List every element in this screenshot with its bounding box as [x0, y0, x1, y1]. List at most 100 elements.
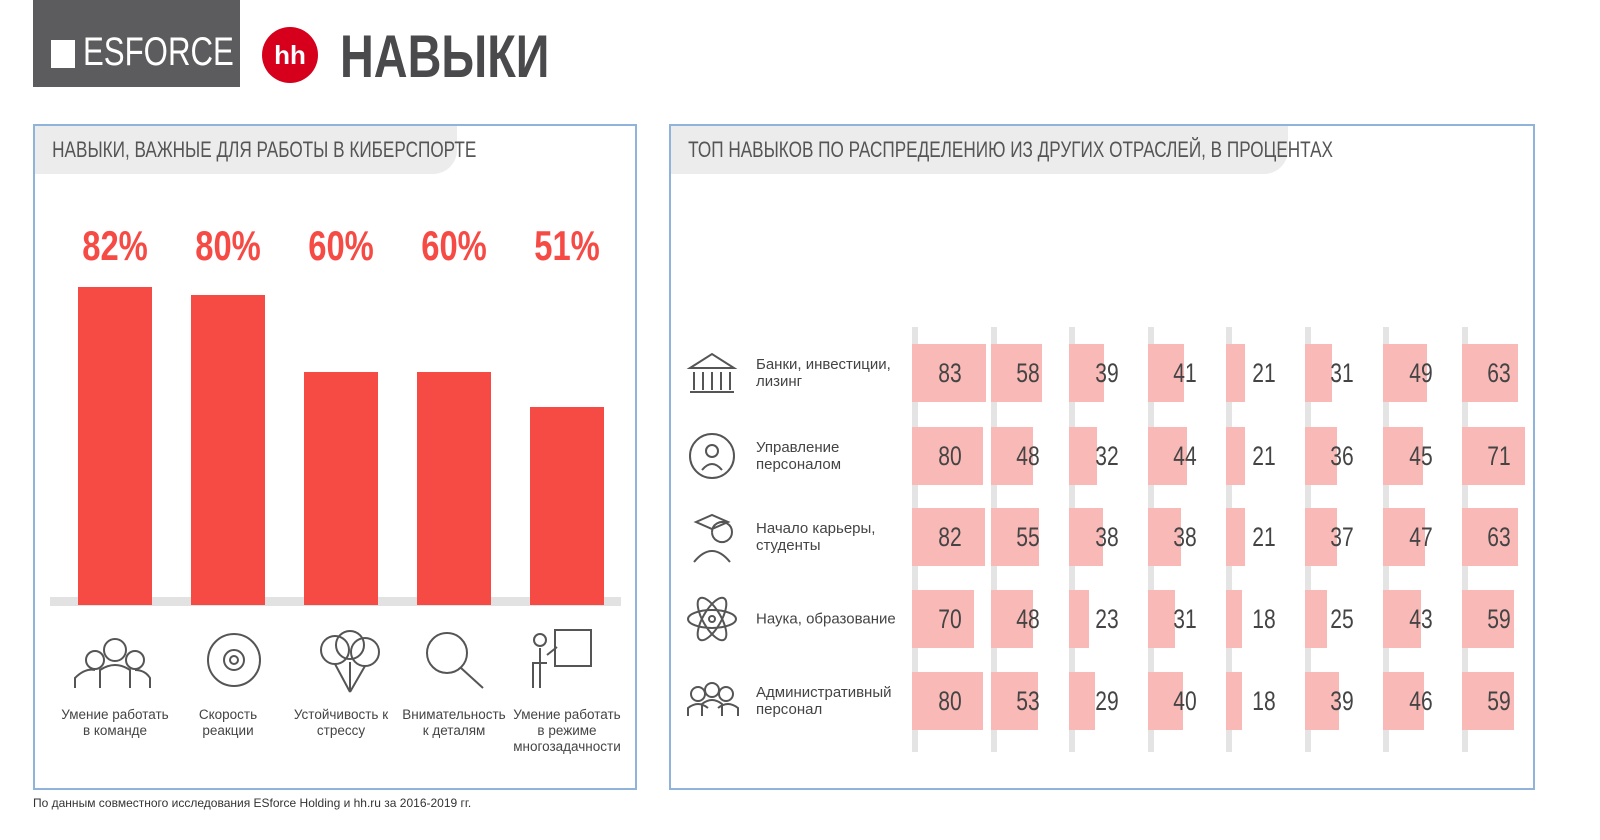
cell-bar: [1147, 427, 1187, 485]
cell-value-box: 18: [1226, 590, 1302, 648]
cell-value-box: 47: [1383, 508, 1459, 566]
cell-value: 36: [1330, 441, 1355, 471]
icon-staff: [687, 682, 739, 716]
hh-badge: hh: [262, 27, 318, 83]
cell-value: 31: [1330, 358, 1355, 388]
cell-value: 70: [938, 604, 962, 634]
bar: [304, 372, 378, 605]
cell-value: 21: [1252, 441, 1276, 471]
cell-value: 80: [938, 686, 962, 716]
bar: [191, 294, 265, 605]
cell-value: 82: [938, 522, 962, 552]
icon-balloons: [320, 630, 380, 693]
cell-value: 46: [1409, 686, 1433, 716]
cell-value-box: 29: [1069, 672, 1145, 730]
row-label: Административный персонал: [756, 684, 892, 718]
value-label: 80%: [195, 222, 261, 269]
cell-bar: [1147, 590, 1176, 648]
row-label: Управление персоналом: [756, 439, 842, 473]
value-label: 51%: [534, 222, 600, 269]
cell-value: 44: [1173, 441, 1198, 471]
cell-value: 23: [1095, 604, 1119, 634]
cell-value: 18: [1252, 604, 1276, 634]
logo-text: ESFORCE: [83, 30, 234, 74]
cell-value-box: 36: [1305, 427, 1381, 485]
cell-value-box: 31: [1305, 344, 1381, 402]
cell-value: 32: [1095, 441, 1119, 471]
cell-value-box: 18: [1226, 672, 1302, 730]
cell-bar: [990, 508, 1040, 566]
cell-value: 37: [1330, 522, 1355, 552]
cell-value-box: 21: [1226, 427, 1302, 485]
cell-bar: [990, 590, 1034, 648]
cell-value-box: 21: [1226, 344, 1302, 402]
bar: [78, 286, 152, 605]
cell-value: 53: [1016, 686, 1041, 716]
cell-value: 49: [1409, 358, 1433, 388]
cell-value-box: 38: [1148, 508, 1224, 566]
cell-value: 63: [1487, 522, 1512, 552]
value-label-box: 60%: [394, 222, 514, 270]
cell-value: 59: [1487, 604, 1512, 634]
cell-value: 48: [1016, 604, 1041, 634]
cell-value-box: 80: [912, 672, 988, 730]
cell-value-box: 46: [1383, 672, 1459, 730]
icon-reaction: [207, 633, 261, 687]
bar: [417, 372, 491, 605]
cell-bar: [1461, 590, 1514, 648]
cell-value-box: 38: [1069, 508, 1145, 566]
cell-bar: [1226, 344, 1245, 402]
value-label-box: 60%: [281, 222, 401, 270]
cell-value: 80: [938, 441, 962, 471]
icon-graduate: [693, 513, 733, 563]
right-title-tab: ТОП НАВЫКОВ ПО РАСПРЕДЕЛЕНИЮ ИЗ ДРУГИХ О…: [671, 126, 1333, 174]
left-panel: [33, 124, 637, 790]
value-label-box: 51%: [507, 222, 627, 270]
cell-value-box: 80: [912, 427, 988, 485]
cell-bar: [1383, 427, 1424, 485]
cell-value-box: 55: [991, 508, 1067, 566]
cell-value: 71: [1487, 441, 1512, 471]
cell-value: 18: [1252, 686, 1276, 716]
value-label: 60%: [308, 222, 374, 269]
cell-value-box: 43: [1383, 590, 1459, 648]
value-label: 60%: [421, 222, 487, 269]
cell-value-box: 31: [1148, 590, 1224, 648]
cell-bar: [1383, 508, 1425, 566]
cell-value-box: 44: [1148, 427, 1224, 485]
cell-value: 21: [1252, 358, 1276, 388]
cell-value-box: 40: [1148, 672, 1224, 730]
cell-value-box: 83: [912, 344, 988, 402]
cell-bar: [1147, 508, 1182, 566]
icon-magnifier: [426, 632, 484, 689]
value-label: 82%: [82, 222, 148, 269]
cell-bar: [1383, 590, 1422, 648]
cell-value-box: 63: [1462, 508, 1538, 566]
cell-bar: [1461, 427, 1525, 485]
cell-value: 38: [1095, 522, 1119, 552]
icon-bank: [686, 352, 738, 393]
cell-value: 25: [1330, 604, 1355, 634]
cell-value-box: 71: [1462, 427, 1538, 485]
row-label: Наука, образование: [756, 610, 896, 628]
cell-value: 43: [1409, 604, 1433, 634]
cell-value-box: 39: [1069, 344, 1145, 402]
value-label-box: 80%: [168, 222, 288, 270]
icon-team: [74, 638, 151, 688]
cell-bar: [1226, 427, 1245, 485]
page-title: НАВЫКИ: [340, 23, 550, 90]
cell-bar: [1226, 508, 1245, 566]
cell-value-box: 58: [991, 344, 1067, 402]
category-label: Умение работать в режиме многозадачности: [513, 707, 621, 754]
cell-bar: [1304, 590, 1327, 648]
category-label: Устойчивость к стрессу: [293, 707, 389, 738]
cell-value-box: 82: [912, 508, 988, 566]
cell-value-box: 23: [1069, 590, 1145, 648]
right-title: ТОП НАВЫКОВ ПО РАСПРЕДЕЛЕНИЮ ИЗ ДРУГИХ О…: [688, 137, 1333, 162]
cell-bar: [1069, 672, 1095, 730]
cell-value: 39: [1330, 686, 1355, 716]
cell-bar: [1461, 344, 1518, 402]
left-title-tab: НАВЫКИ, ВАЖНЫЕ ДЛЯ РАБОТЫ В КИБЕРСПОРТЕ: [35, 126, 476, 174]
